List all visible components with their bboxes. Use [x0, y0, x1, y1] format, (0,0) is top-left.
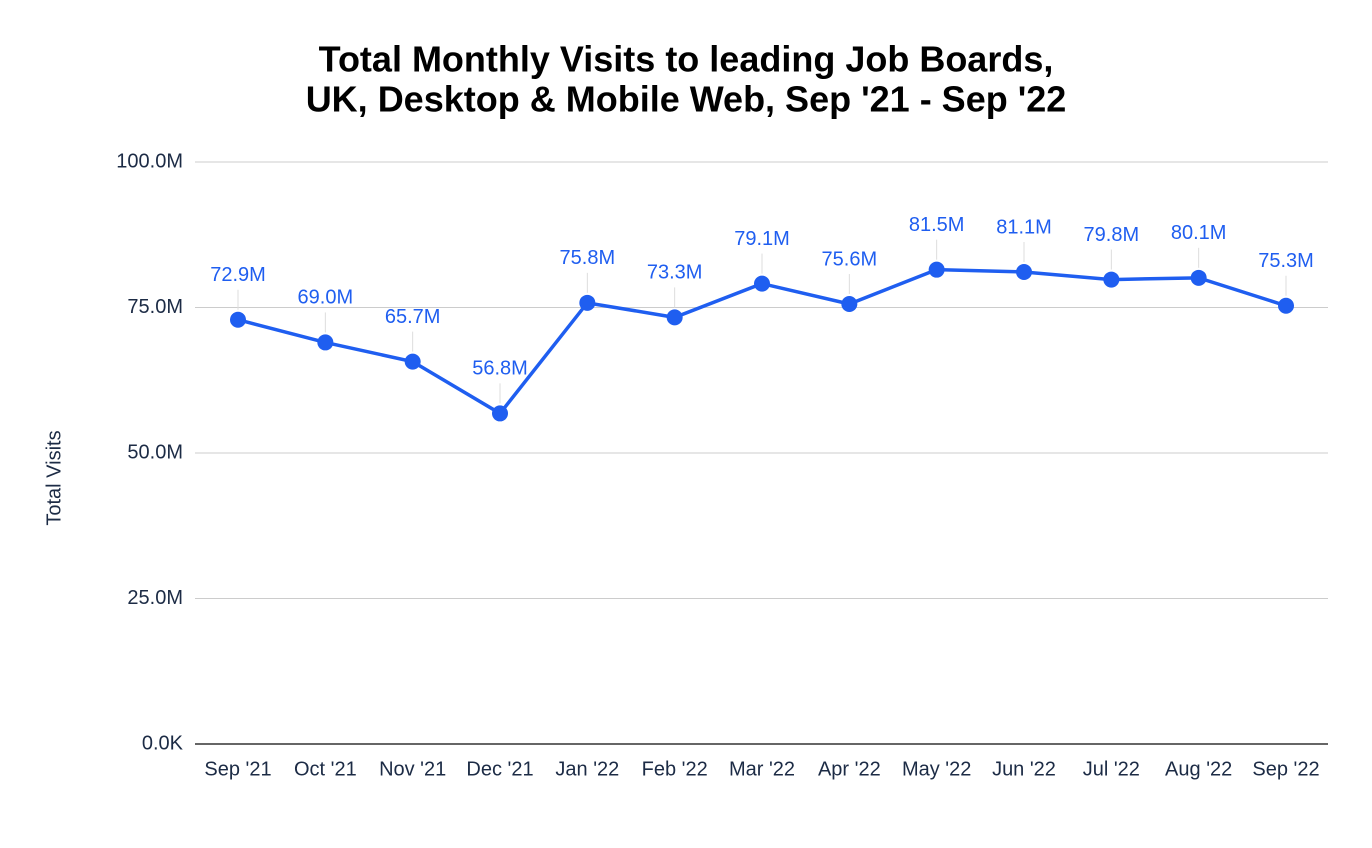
- y-tick-label: 75.0M: [127, 296, 183, 318]
- y-axis-label: Total Visits: [43, 430, 65, 525]
- x-tick-label: Dec '21: [466, 758, 533, 780]
- data-label: 75.6M: [822, 248, 878, 270]
- data-label: 81.5M: [909, 214, 965, 236]
- x-tick-label: Nov '21: [379, 758, 446, 780]
- y-tick-label: 0.0K: [142, 732, 184, 754]
- chart-title: Total Monthly Visits to leading Job Boar…: [319, 39, 1054, 80]
- x-tick-label: Aug '22: [1165, 758, 1232, 780]
- data-label: 69.0M: [298, 287, 354, 309]
- data-label: 79.1M: [734, 228, 790, 250]
- y-tick-label: 50.0M: [127, 441, 183, 463]
- data-label: 73.3M: [647, 262, 703, 284]
- data-point: [230, 311, 246, 328]
- data-label: 75.3M: [1258, 250, 1314, 272]
- data-point: [404, 353, 421, 370]
- x-tick-label: Oct '21: [294, 758, 357, 780]
- data-label: 56.8M: [472, 358, 528, 380]
- y-tick-label: 100.0M: [116, 150, 183, 172]
- x-tick-label: Feb '22: [642, 758, 708, 780]
- x-tick-label: Jun '22: [992, 758, 1056, 780]
- x-tick-label: Sep '21: [204, 758, 271, 780]
- y-tick-label: 25.0M: [127, 587, 183, 609]
- data-label: 81.1M: [996, 216, 1052, 238]
- data-label: 72.9M: [210, 264, 266, 286]
- data-label: 65.7M: [385, 306, 441, 328]
- x-tick-label: Jul '22: [1083, 758, 1140, 780]
- data-point: [666, 309, 683, 326]
- data-point: [1103, 271, 1120, 288]
- data-point: [754, 275, 770, 292]
- data-point: [928, 261, 945, 278]
- chart-title: UK, Desktop & Mobile Web, Sep '21 - Sep …: [306, 79, 1067, 120]
- data-point: [1016, 263, 1032, 280]
- data-point: [492, 405, 508, 422]
- data-point: [1278, 297, 1294, 314]
- x-tick-label: Sep '22: [1252, 758, 1319, 780]
- x-tick-label: May '22: [902, 758, 971, 780]
- data-point: [841, 296, 858, 313]
- data-label: 75.8M: [560, 247, 616, 269]
- data-label: 79.8M: [1084, 224, 1140, 246]
- x-tick-label: Mar '22: [729, 758, 795, 780]
- data-point: [579, 294, 596, 311]
- data-point: [317, 334, 334, 351]
- x-tick-label: Jan '22: [555, 758, 619, 780]
- x-tick-label: Apr '22: [818, 758, 881, 780]
- data-point: [1190, 269, 1207, 286]
- data-label: 80.1M: [1171, 222, 1227, 244]
